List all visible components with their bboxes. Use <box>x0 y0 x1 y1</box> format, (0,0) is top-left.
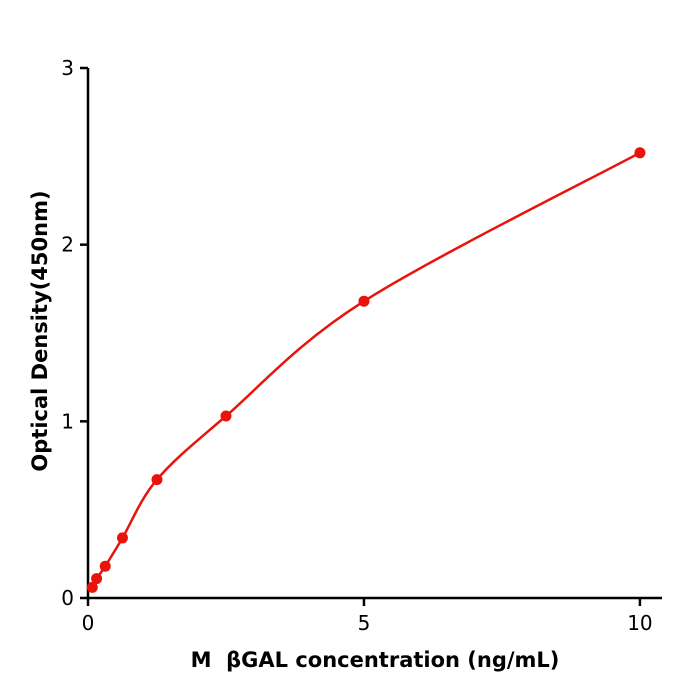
data-point-marker <box>91 573 103 585</box>
data-point-marker <box>634 147 646 159</box>
data-point-marker <box>86 581 98 593</box>
data-point-marker <box>99 560 111 572</box>
y-tick-label: 0 <box>61 586 74 610</box>
x-tick-label: 0 <box>82 611 95 635</box>
data-point-marker <box>151 474 163 486</box>
y-tick-label: 2 <box>61 233 74 257</box>
data-point-marker <box>220 410 232 422</box>
data-point-marker <box>358 295 370 307</box>
x-tick-label: 10 <box>627 611 652 635</box>
x-tick-label: 5 <box>358 611 371 635</box>
y-axis-title: Optical Density(450nm) <box>28 190 52 472</box>
y-tick-label: 3 <box>61 56 74 80</box>
x-axis-title: M βGAL concentration (ng/mL) <box>190 648 560 672</box>
standard-curve-line <box>91 151 641 588</box>
data-point-marker <box>116 532 128 544</box>
y-tick-label: 1 <box>61 409 74 433</box>
